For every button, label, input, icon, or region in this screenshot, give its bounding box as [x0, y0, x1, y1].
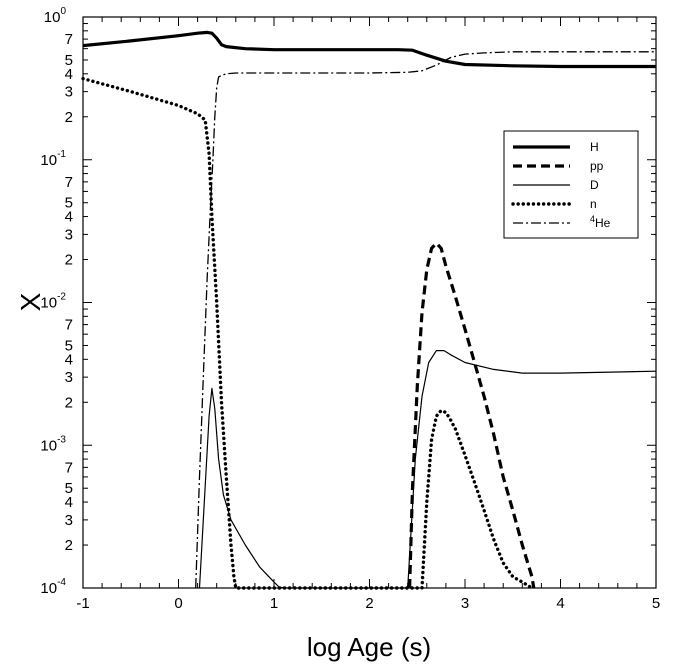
- series-line-d: [198, 350, 657, 589]
- y-axis-label: X: [15, 292, 46, 311]
- y-minor-label: 3: [65, 369, 73, 386]
- y-minor-label: 2: [65, 537, 73, 554]
- legend-label: H: [590, 140, 599, 154]
- y-minor-label: 5: [65, 195, 73, 212]
- y-minor-label: 5: [65, 480, 73, 497]
- x-tick-label: 5: [652, 595, 660, 612]
- y-minor-label: 7: [65, 459, 73, 476]
- legend-label: 4He: [590, 214, 611, 230]
- legend-label: n: [590, 197, 597, 211]
- y-minor-label: 2: [65, 252, 73, 269]
- y-minor-label: 3: [65, 226, 73, 243]
- y-minor-label: 5: [65, 52, 73, 69]
- y-minor-label: 4: [65, 494, 73, 511]
- x-axis-label: log Age (s): [307, 632, 431, 662]
- y-minor-label: 7: [65, 174, 73, 191]
- y-minor-label: 2: [65, 109, 73, 126]
- y-minor-label: 4: [65, 351, 73, 368]
- series-line-h: [82, 30, 656, 69]
- series-line-n: [81, 76, 534, 590]
- y-minor-label: 4: [65, 209, 73, 226]
- plot-frame: [82, 16, 657, 589]
- x-tick-label: 2: [365, 595, 373, 612]
- series-line-pp: [408, 241, 536, 589]
- y-minor-label: 5: [65, 337, 73, 354]
- y-minor-label: 3: [65, 512, 73, 529]
- y-minor-label: 4: [65, 66, 73, 83]
- x-tick-label: 3: [461, 595, 469, 612]
- x-tick-label: -1: [76, 595, 89, 612]
- series-line-4he: [195, 51, 656, 589]
- y-decade-label: 10-4: [40, 577, 66, 597]
- y-decade-label: 10-3: [40, 434, 66, 454]
- legend-label: D: [590, 178, 599, 192]
- y-minor-label: 2: [65, 394, 73, 411]
- y-minor-label: 7: [65, 317, 73, 334]
- x-tick-label: 4: [556, 595, 564, 612]
- y-decade-label: 10-2: [40, 292, 66, 312]
- x-axis-ticks: -1 0 1 2 3 4 5: [76, 17, 660, 612]
- y-minor-label: 3: [65, 84, 73, 101]
- series-lines: [81, 30, 657, 590]
- y-decade-label: 100: [44, 6, 67, 26]
- x-tick-label: 1: [270, 595, 278, 612]
- legend-label: pp: [590, 159, 604, 173]
- y-decade-label: 10-1: [40, 149, 66, 169]
- legend: Hpp Dn 4He: [503, 130, 639, 239]
- y-minor-label: 7: [65, 31, 73, 48]
- x-tick-label: 0: [174, 595, 182, 612]
